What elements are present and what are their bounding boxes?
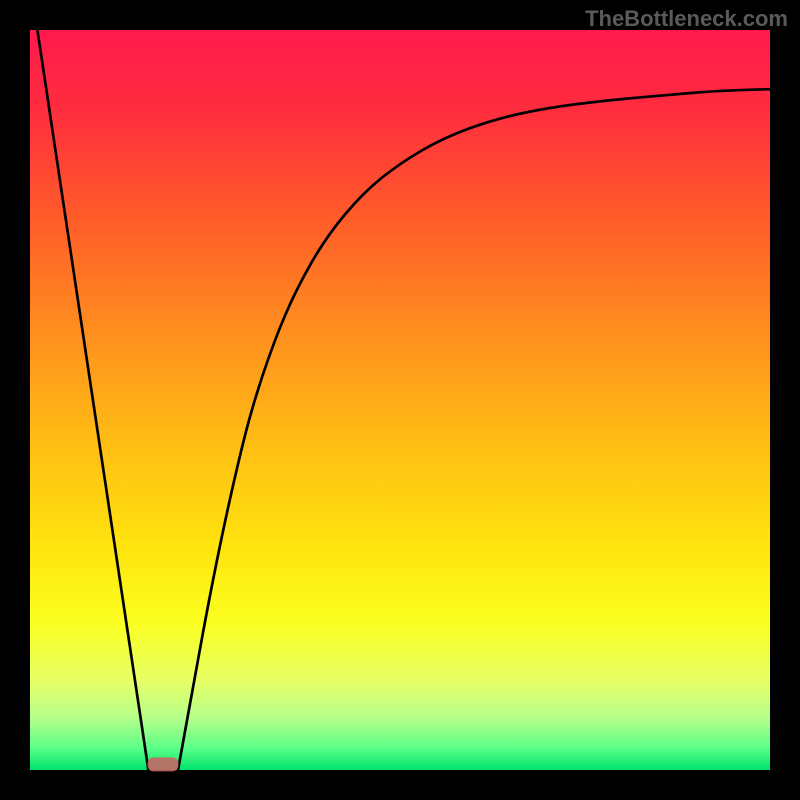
curve-right-ascent — [178, 89, 770, 770]
optimal-marker — [148, 758, 179, 771]
chart-plot-area — [30, 30, 770, 770]
curve-left-descent — [37, 30, 148, 770]
chart-curve-layer — [30, 30, 770, 770]
watermark: TheBottleneck.com — [585, 6, 788, 32]
